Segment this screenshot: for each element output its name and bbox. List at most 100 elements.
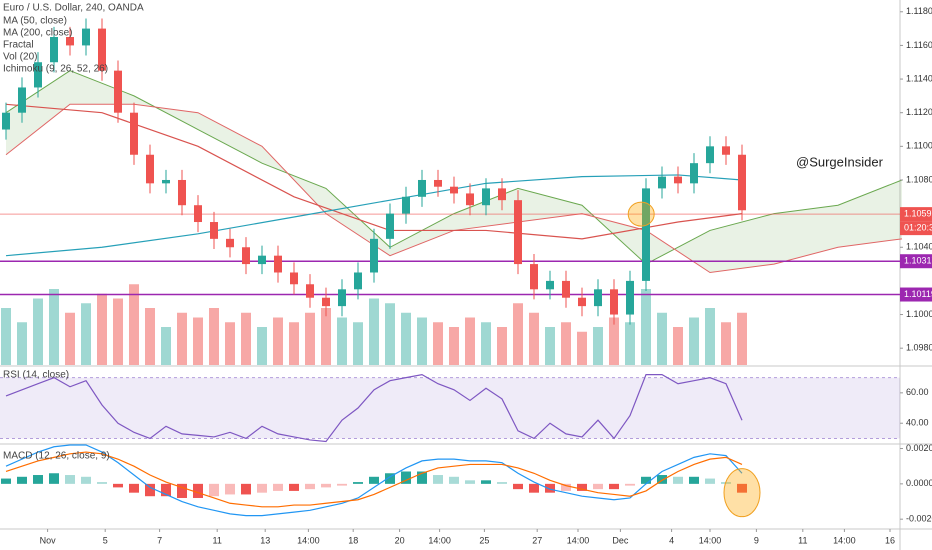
- volume-bar: [113, 298, 123, 365]
- volume-bar: [449, 327, 459, 365]
- countdown-bg: [900, 221, 932, 236]
- macd-histogram-bar: [593, 483, 603, 490]
- macd-histogram-bar: [17, 476, 27, 484]
- y-tick-label: 1.09800: [906, 343, 932, 353]
- macd-histogram-bar: [129, 483, 139, 493]
- y-tick-label: 1.10400: [906, 242, 932, 252]
- candle-body: [514, 200, 522, 265]
- volume-bar: [209, 308, 219, 365]
- candle-body: [98, 28, 106, 71]
- candle-body: [370, 238, 378, 273]
- y-tick-label: 40.00: [906, 418, 929, 428]
- macd-histogram-bar: [321, 483, 331, 488]
- macd-histogram-bar: [209, 483, 219, 497]
- plot: 1.10597 1.10317 1.10119 01:20:31 1.11800 1.11…: [0, 6, 932, 545]
- candle-body: [498, 188, 506, 201]
- candle-body: [18, 87, 26, 113]
- candle-body: [706, 146, 714, 164]
- macd-histogram-bar: [113, 483, 123, 488]
- volume-bar: [529, 312, 539, 365]
- candle-body: [674, 176, 682, 184]
- macd-histogram-bar: [433, 475, 443, 484]
- x-tick-label: 14:00: [699, 535, 722, 545]
- candle-body: [738, 154, 746, 211]
- x-tick-label: 14:00: [428, 535, 451, 545]
- macd-histogram-bar: [305, 483, 315, 490]
- candle-body: [642, 188, 650, 281]
- x-tick-label: 14:00: [833, 535, 856, 545]
- signal-line: [5, 451, 743, 508]
- candle-body: [306, 284, 314, 298]
- macd-histogram-bar: [241, 483, 251, 495]
- volume-bar: [193, 317, 203, 365]
- volume-bar: [689, 317, 699, 365]
- macd-histogram-bar: [609, 483, 619, 490]
- volume-bar: [225, 322, 235, 365]
- macd-histogram-bar: [497, 482, 507, 484]
- candle-body: [226, 238, 234, 248]
- x-tick-label: 9: [754, 535, 759, 545]
- candle-body: [530, 264, 538, 290]
- candle-body: [578, 297, 586, 307]
- macd-histogram-bar: [97, 482, 107, 484]
- macd-histogram-bar: [417, 471, 427, 484]
- volume-bar: [577, 331, 587, 365]
- candle-body: [658, 176, 666, 189]
- candle-body: [2, 112, 10, 130]
- volume-bar: [737, 312, 747, 365]
- volume-bar: [241, 312, 251, 365]
- macd-histogram-bar: [737, 483, 747, 493]
- indicator-label: Fractal: [3, 40, 34, 51]
- candle-body: [290, 272, 298, 285]
- volume-bar: [369, 298, 379, 365]
- y-tick-label: 1.11600: [906, 40, 932, 50]
- macd-histogram-bar: [49, 473, 59, 484]
- volume-bar: [465, 317, 475, 365]
- highlight-circle: [723, 468, 761, 518]
- indicator-label: Ichimoku (9, 26, 52, 26): [3, 64, 108, 75]
- volume-bar: [561, 322, 571, 365]
- macd-histogram-bar: [81, 476, 91, 484]
- watermark: @SurgeInsider: [796, 154, 884, 169]
- candle-body: [130, 112, 138, 155]
- macd-histogram-bar: [257, 483, 267, 493]
- volume-bar: [513, 303, 523, 365]
- volume-bar: [609, 317, 619, 365]
- macd-title: MACD (12, 26, close, 9): [3, 451, 110, 462]
- candle-body: [482, 188, 490, 206]
- volume-bar: [321, 308, 331, 365]
- countdown: 01:20:31: [904, 222, 932, 232]
- candle-body: [162, 179, 170, 184]
- x-tick-label: 27: [532, 535, 542, 545]
- candle-body: [178, 179, 186, 206]
- candle-body: [546, 280, 554, 290]
- x-tick-label: 16: [885, 535, 895, 545]
- volume-bar: [721, 322, 731, 365]
- volume-bar: [657, 312, 667, 365]
- price-label-bg: [900, 207, 932, 222]
- macd-histogram-bar: [225, 483, 235, 495]
- indicator-label: Vol (20): [3, 52, 37, 63]
- candle-body: [66, 37, 74, 46]
- macd-histogram-bar: [689, 476, 699, 484]
- candle-body: [450, 186, 458, 194]
- candle-body: [626, 280, 634, 315]
- x-tick-label: 20: [395, 535, 405, 545]
- volume-bar: [481, 322, 491, 365]
- y-tick-label: 1.11400: [906, 73, 932, 83]
- x-tick-label: 25: [479, 535, 489, 545]
- macd-histogram-bar: [705, 478, 715, 484]
- macd-histogram-bar: [193, 483, 203, 498]
- macd-histogram-bar: [577, 483, 587, 491]
- candle-body: [610, 289, 618, 315]
- volume-bar: [673, 327, 683, 365]
- macd-histogram-bar: [177, 483, 187, 498]
- volume-bar: [705, 308, 715, 365]
- volume-bar: [81, 303, 91, 365]
- volume-bar: [305, 312, 315, 365]
- y-tick-label: 1.11800: [906, 6, 932, 16]
- indicator-label: MA (50, close): [3, 16, 67, 27]
- candle-body: [722, 146, 730, 155]
- macd-histogram-bar: [545, 483, 555, 493]
